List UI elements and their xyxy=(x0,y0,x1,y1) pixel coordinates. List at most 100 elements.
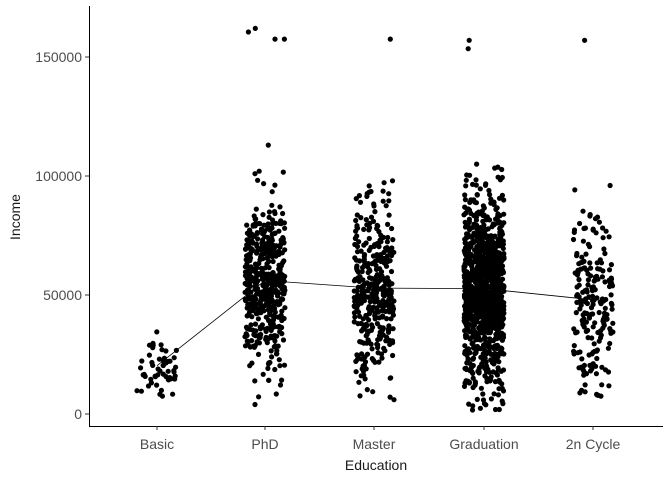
data-point xyxy=(484,375,490,381)
data-point xyxy=(481,222,487,228)
data-point xyxy=(242,343,249,349)
data-point xyxy=(384,316,390,322)
data-point xyxy=(366,317,372,323)
data-point xyxy=(356,379,362,385)
data-point xyxy=(501,197,507,203)
data-point xyxy=(280,236,286,242)
data-point xyxy=(571,343,577,349)
data-point xyxy=(386,191,392,197)
data-point xyxy=(366,223,372,229)
data-point xyxy=(379,355,385,361)
data-point xyxy=(257,221,263,227)
data-point xyxy=(489,236,495,242)
data-point xyxy=(165,368,171,374)
data-point xyxy=(480,212,486,218)
data-point xyxy=(154,329,160,335)
data-point xyxy=(581,298,587,304)
data-point xyxy=(591,341,597,347)
data-point xyxy=(359,351,365,357)
data-point xyxy=(581,368,587,374)
data-point xyxy=(467,361,473,367)
data-point xyxy=(462,279,468,285)
data-point xyxy=(362,359,369,365)
data-point xyxy=(262,241,268,247)
data-point xyxy=(267,310,273,317)
data-point xyxy=(578,364,585,370)
data-point xyxy=(580,289,586,295)
data-point xyxy=(356,239,362,245)
data-point xyxy=(466,37,472,43)
data-point xyxy=(608,292,614,298)
data-point xyxy=(268,325,274,331)
data-point xyxy=(477,186,483,192)
data-point xyxy=(463,222,470,229)
data-point xyxy=(585,327,591,333)
data-point xyxy=(495,174,501,180)
data-point xyxy=(499,276,506,282)
data-point xyxy=(479,277,485,283)
data-point xyxy=(600,318,606,324)
data-point xyxy=(497,350,503,356)
data-point xyxy=(168,376,174,382)
data-point xyxy=(590,301,596,308)
data-point xyxy=(280,210,286,217)
data-point xyxy=(496,406,502,413)
data-point xyxy=(481,293,487,299)
data-point xyxy=(464,270,470,277)
data-point xyxy=(380,304,386,310)
data-point xyxy=(605,345,612,351)
data-point xyxy=(352,304,358,310)
data-point xyxy=(261,181,267,187)
data-point xyxy=(579,317,585,324)
data-point xyxy=(479,256,485,262)
data-point xyxy=(501,283,507,289)
data-point xyxy=(479,361,485,367)
data-point xyxy=(461,248,467,254)
data-point xyxy=(373,262,379,269)
x-axis-title: Education xyxy=(345,457,407,473)
data-point xyxy=(497,333,503,339)
data-point xyxy=(577,349,583,355)
data-point xyxy=(388,301,395,307)
data-point xyxy=(389,245,395,251)
data-point xyxy=(261,308,267,314)
data-point xyxy=(481,205,487,211)
data-point xyxy=(580,208,586,214)
data-point xyxy=(469,341,475,347)
data-point xyxy=(492,291,498,297)
data-point xyxy=(463,177,469,183)
data-point xyxy=(380,291,386,297)
data-point xyxy=(470,302,476,308)
data-point xyxy=(372,242,378,248)
data-point xyxy=(390,326,396,332)
data-point xyxy=(357,313,363,319)
data-point xyxy=(487,192,493,198)
data-point xyxy=(353,217,359,224)
data-point xyxy=(244,261,250,267)
x-tick-label: 2n Cycle xyxy=(566,436,621,452)
data-point xyxy=(245,292,251,298)
data-point xyxy=(482,365,488,371)
data-point xyxy=(469,334,475,340)
data-point xyxy=(571,326,577,332)
data-point xyxy=(497,261,503,267)
data-point xyxy=(247,246,254,252)
data-point xyxy=(274,299,280,305)
data-point xyxy=(263,328,269,334)
data-point xyxy=(252,401,258,408)
data-point xyxy=(353,257,359,263)
data-point xyxy=(252,378,258,384)
data-point xyxy=(572,187,578,193)
data-point xyxy=(244,338,250,344)
data-point xyxy=(607,182,613,189)
data-point xyxy=(594,214,601,220)
data-point xyxy=(372,209,378,215)
data-point xyxy=(470,294,476,300)
data-point xyxy=(576,277,582,283)
data-point xyxy=(464,206,470,212)
data-point xyxy=(590,226,596,232)
data-point xyxy=(272,36,278,42)
data-point xyxy=(470,403,476,409)
data-point xyxy=(465,233,471,239)
data-point xyxy=(387,258,393,264)
